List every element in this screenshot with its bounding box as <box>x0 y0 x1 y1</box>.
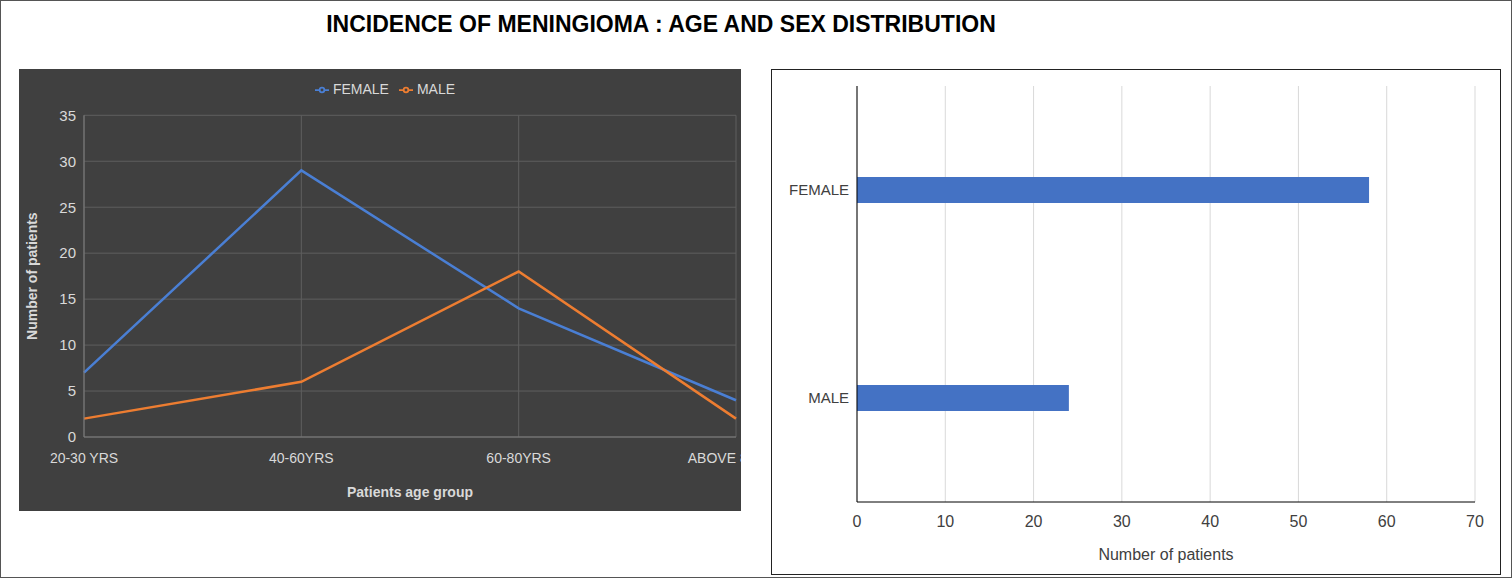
svg-text:40-60YRS: 40-60YRS <box>269 450 334 466</box>
svg-text:20-30 YRS: 20-30 YRS <box>50 450 118 466</box>
svg-text:60-80YRS: 60-80YRS <box>486 450 551 466</box>
svg-text:ABOVE 80YRS: ABOVE 80YRS <box>688 450 741 466</box>
svg-text:50: 50 <box>1290 513 1308 530</box>
html-text:MALE: MALE <box>416 81 456 97</box>
svg-text:15: 15 <box>59 290 76 307</box>
svg-text:60: 60 <box>1378 513 1396 530</box>
svg-text:MALE: MALE <box>808 389 849 406</box>
svg-text:30: 30 <box>59 153 76 170</box>
svg-text:0: 0 <box>853 513 862 530</box>
svg-text:0: 0 <box>68 428 76 445</box>
svg-text:Number of patients: Number of patients <box>1098 546 1233 563</box>
svg-text:30: 30 <box>1113 513 1131 530</box>
svg-text:10: 10 <box>59 336 76 353</box>
svg-text:20: 20 <box>59 244 76 261</box>
html-text:FEMALE: FEMALE <box>332 81 389 97</box>
html-text:INCIDENCE OF MENINGIOMA : AGE: INCIDENCE OF MENINGIOMA : AGE AND SEX DI… <box>326 11 996 37</box>
svg-text:Number of patients: Number of patients <box>24 212 40 340</box>
svg-text:40: 40 <box>1201 513 1219 530</box>
svg-text:70: 70 <box>1466 513 1484 530</box>
svg-text:20: 20 <box>1025 513 1043 530</box>
svg-text:10: 10 <box>936 513 954 530</box>
svg-text:25: 25 <box>59 199 76 216</box>
svg-text:35: 35 <box>59 107 76 124</box>
svg-text:5: 5 <box>68 382 76 399</box>
svg-text:FEMALE: FEMALE <box>789 181 849 198</box>
svg-text:Patients age group: Patients age group <box>347 484 473 500</box>
